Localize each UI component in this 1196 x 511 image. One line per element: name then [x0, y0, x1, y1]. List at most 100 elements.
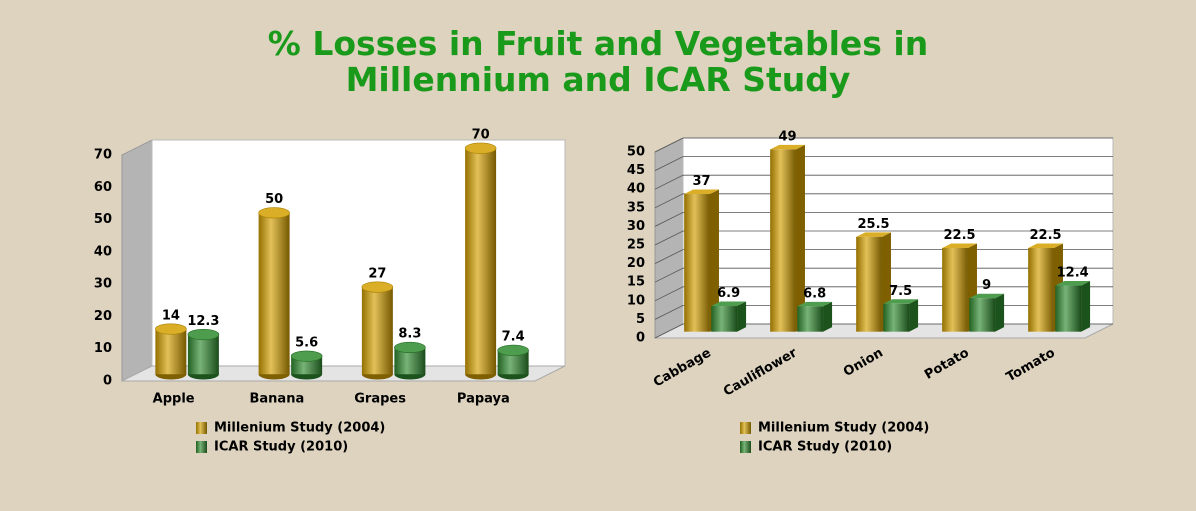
data-label: 9 [982, 278, 991, 293]
x-tick-label: Apple [153, 392, 195, 407]
bar-side [823, 301, 833, 332]
data-label: 22.5 [1030, 228, 1062, 243]
x-tick-label: Papaya [457, 392, 510, 407]
grid-line [654, 193, 1113, 209]
data-label: 6.9 [717, 286, 740, 301]
y-tick-label: 60 [94, 180, 112, 195]
bar-top [856, 232, 891, 237]
data-label: 25.5 [858, 217, 890, 232]
y-tick-label: 35 [627, 200, 645, 215]
bar-top [969, 293, 1005, 299]
x-tick-label: Onion [841, 346, 886, 380]
bar [1028, 248, 1054, 332]
data-label: 37 [693, 174, 711, 189]
bar-top [290, 350, 323, 362]
bar [797, 306, 824, 332]
legend-label: Millenium Study (2004) [214, 421, 385, 436]
data-label: 5.6 [295, 335, 318, 350]
y-tick-label: 45 [627, 163, 645, 178]
grid-line [654, 230, 1113, 246]
x-tick-label: Tomato [1004, 345, 1058, 385]
data-label: 12.4 [1057, 266, 1089, 281]
data-label: 7.4 [502, 330, 525, 345]
bar-top [497, 344, 529, 356]
y-tick-label: 70 [94, 148, 112, 163]
bar-top [942, 243, 977, 248]
y-tick-label: 50 [627, 145, 645, 160]
bar [497, 350, 529, 375]
bar-side [709, 189, 719, 332]
bar-top [711, 301, 747, 307]
bar [883, 303, 910, 332]
bar-side [737, 301, 747, 332]
bar [258, 212, 290, 375]
floor [121, 365, 566, 382]
bar [969, 298, 996, 332]
y-tick-label: 30 [627, 219, 645, 234]
y-tick-label: 40 [94, 244, 112, 259]
y-tick-label: 50 [94, 212, 112, 227]
legend-label: ICAR Study (2010) [758, 440, 892, 455]
bar-top [258, 207, 290, 219]
y-tick-label: 15 [627, 275, 645, 290]
data-label: 50 [265, 192, 283, 207]
data-label: 70 [472, 127, 490, 142]
legend-label: ICAR Study (2010) [214, 440, 348, 455]
bar-top [394, 341, 426, 354]
bar-top [1055, 281, 1091, 286]
bar [361, 287, 393, 375]
bar-side [909, 299, 919, 332]
data-label: 7.5 [889, 284, 912, 299]
side-wall [121, 139, 153, 382]
bar-top [361, 281, 394, 293]
data-label: 22.5 [944, 228, 976, 243]
y-tick-label: 5 [636, 312, 645, 327]
bar [711, 306, 738, 332]
data-label: 8.3 [398, 327, 421, 342]
bar [465, 148, 497, 375]
bar-top [684, 189, 719, 195]
bar-top [797, 301, 833, 307]
y-tick-label: 20 [94, 309, 112, 324]
bar-top [770, 144, 805, 150]
bar [770, 149, 796, 332]
y-tick-label: 0 [636, 331, 645, 346]
grid-line [654, 137, 1113, 153]
x-tick-label: Potato [922, 345, 972, 382]
bar [856, 236, 882, 332]
bar-top [187, 328, 220, 341]
legend-swatch [740, 422, 751, 434]
bar [155, 329, 187, 375]
legend-swatch [740, 441, 751, 453]
data-label: 12.3 [187, 314, 219, 329]
legend-swatch [196, 422, 207, 434]
bar-top [464, 142, 497, 154]
bar-side [995, 293, 1005, 332]
x-tick-label: Cabbage [651, 345, 714, 390]
grid-line [654, 211, 1113, 227]
data-label: 14 [162, 308, 180, 323]
data-label: 27 [368, 266, 386, 281]
x-tick-label: Cauliflower [721, 345, 800, 399]
x-tick-label: Banana [250, 392, 305, 407]
bar-top [883, 299, 919, 304]
y-tick-label: 10 [627, 293, 645, 308]
y-tick-label: 20 [627, 256, 645, 271]
bar [1055, 285, 1082, 332]
grid-line [654, 156, 1113, 171]
y-tick-label: 25 [627, 238, 645, 253]
bar-top [1028, 243, 1063, 248]
bar [684, 194, 710, 332]
bar [942, 248, 968, 332]
y-tick-label: 0 [103, 374, 112, 389]
bar-top [155, 323, 187, 335]
x-tick-label: Grapes [354, 392, 406, 407]
grid-line [654, 174, 1113, 190]
slide-title: % Losses in Fruit and Vegetables in Mill… [267, 24, 929, 99]
legend-label: Millenium Study (2004) [758, 421, 929, 436]
legend-swatch [196, 441, 207, 453]
data-label: 49 [779, 129, 797, 144]
y-tick-label: 10 [94, 341, 112, 356]
